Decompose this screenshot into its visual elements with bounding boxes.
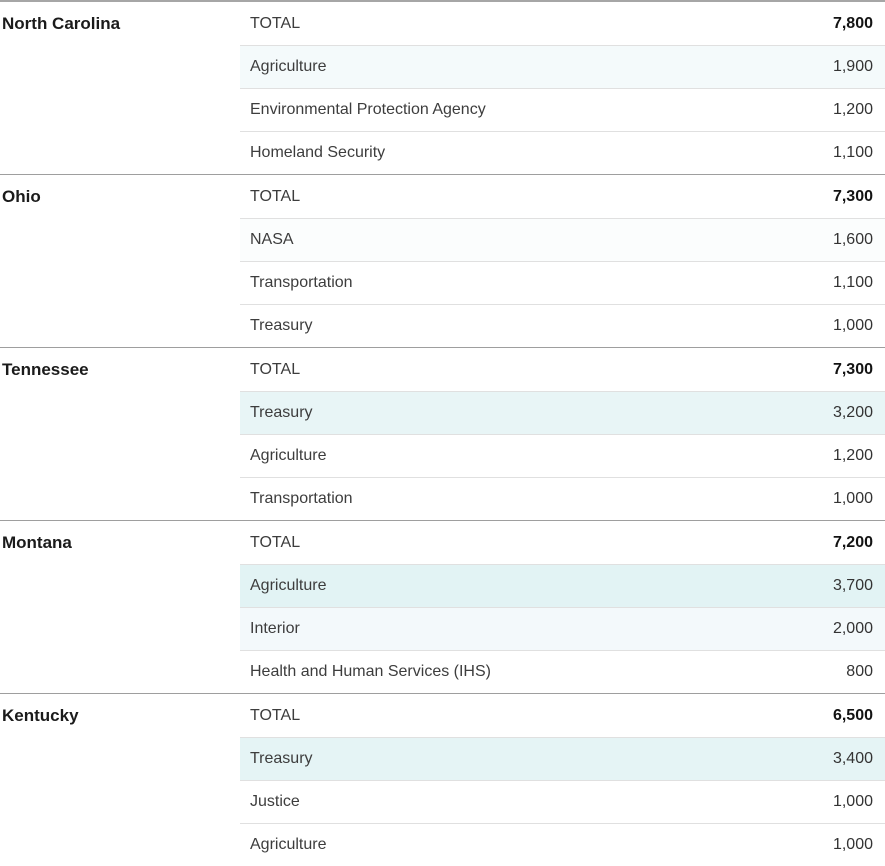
agency-name: Agriculture	[250, 577, 327, 594]
total-row: TOTAL 7,800	[240, 2, 885, 45]
agency-row: Treasury 3,200	[240, 391, 885, 434]
agency-row: Treasury 1,000	[240, 304, 885, 347]
agency-value: 1,000	[832, 317, 873, 334]
state-group: Kentucky TOTAL 6,500 Treasury 3,400 Just…	[0, 693, 885, 866]
agency-row: Agriculture 1,000	[240, 823, 885, 866]
agency-name: Agriculture	[250, 58, 327, 75]
agency-value: 1,000	[832, 490, 873, 507]
agency-row: Homeland Security 1,100	[240, 131, 885, 174]
total-row: TOTAL 7,300	[240, 348, 885, 391]
group-rows: TOTAL 6,500 Treasury 3,400 Justice 1,000…	[240, 694, 885, 866]
agency-name: Agriculture	[250, 447, 327, 464]
agency-name: Transportation	[250, 490, 353, 507]
state-group: North Carolina TOTAL 7,800 Agriculture 1…	[0, 2, 885, 174]
agency-row: Agriculture 1,200	[240, 434, 885, 477]
agency-name: Health and Human Services (IHS)	[250, 663, 491, 680]
agency-value: 1,100	[832, 144, 873, 161]
agency-value: 1,000	[832, 836, 873, 853]
agency-name: Treasury	[250, 750, 313, 767]
agency-name: NASA	[250, 231, 294, 248]
total-value: 7,300	[832, 187, 873, 205]
total-label: TOTAL	[250, 706, 301, 724]
agency-value: 1,600	[832, 231, 873, 248]
agency-name: Agriculture	[250, 836, 327, 853]
agency-value: 2,000	[832, 620, 873, 637]
total-label: TOTAL	[250, 187, 301, 205]
total-label: TOTAL	[250, 360, 301, 378]
agency-row: Environmental Protection Agency 1,200	[240, 88, 885, 131]
agency-value: 1,200	[832, 101, 873, 118]
state-name: Ohio	[2, 187, 41, 206]
agency-row: Agriculture 3,700	[240, 564, 885, 607]
state-group: Montana TOTAL 7,200 Agriculture 3,700 In…	[0, 520, 885, 693]
total-value: 7,800	[832, 14, 873, 32]
state-group: Tennessee TOTAL 7,300 Treasury 3,200 Agr…	[0, 347, 885, 520]
state-name: Montana	[2, 533, 72, 552]
total-value: 7,300	[832, 360, 873, 378]
group-rows: TOTAL 7,300 Treasury 3,200 Agriculture 1…	[240, 348, 885, 520]
agency-value: 1,100	[832, 274, 873, 291]
agency-value: 1,000	[832, 793, 873, 810]
group-rows: TOTAL 7,200 Agriculture 3,700 Interior 2…	[240, 521, 885, 693]
agency-row: Transportation 1,000	[240, 477, 885, 520]
agency-name: Treasury	[250, 317, 313, 334]
total-value: 7,200	[832, 533, 873, 551]
agency-name: Transportation	[250, 274, 353, 291]
state-name: Tennessee	[2, 360, 89, 379]
total-row: TOTAL 7,200	[240, 521, 885, 564]
total-row: TOTAL 6,500	[240, 694, 885, 737]
agency-value: 3,700	[832, 577, 873, 594]
agency-name: Justice	[250, 793, 300, 810]
agency-value: 1,200	[832, 447, 873, 464]
agency-value: 800	[846, 663, 873, 680]
group-rows: TOTAL 7,800 Agriculture 1,900 Environmen…	[240, 2, 885, 174]
agency-row: Agriculture 1,900	[240, 45, 885, 88]
agency-value: 3,400	[832, 750, 873, 767]
state-group: Ohio TOTAL 7,300 NASA 1,600 Transportati…	[0, 174, 885, 347]
agency-name: Treasury	[250, 404, 313, 421]
agency-name: Homeland Security	[250, 144, 386, 161]
agency-row: Interior 2,000	[240, 607, 885, 650]
agency-name: Interior	[250, 620, 300, 637]
total-label: TOTAL	[250, 533, 301, 551]
agency-row: Transportation 1,100	[240, 261, 885, 304]
group-rows: TOTAL 7,300 NASA 1,600 Transportation 1,…	[240, 175, 885, 347]
state-name: Kentucky	[2, 706, 79, 725]
total-label: TOTAL	[250, 14, 301, 32]
state-name: North Carolina	[2, 14, 121, 33]
total-value: 6,500	[832, 706, 873, 724]
agency-row: NASA 1,600	[240, 218, 885, 261]
total-row: TOTAL 7,300	[240, 175, 885, 218]
agency-row: Justice 1,000	[240, 780, 885, 823]
agency-name: Environmental Protection Agency	[250, 101, 486, 118]
agency-value: 3,200	[832, 404, 873, 421]
agency-row: Health and Human Services (IHS) 800	[240, 650, 885, 693]
agency-row: Treasury 3,400	[240, 737, 885, 780]
agency-value: 1,900	[832, 58, 873, 75]
